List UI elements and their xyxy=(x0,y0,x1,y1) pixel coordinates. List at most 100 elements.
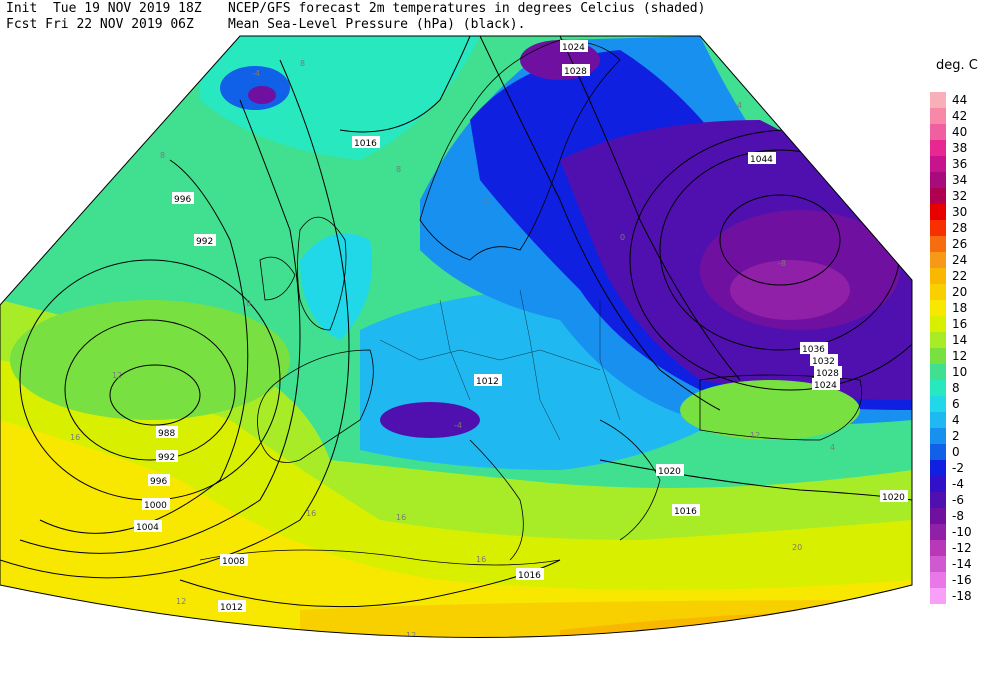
legend-row: -18 xyxy=(930,588,996,604)
legend-label: 32 xyxy=(952,189,968,203)
legend-swatch xyxy=(930,396,946,412)
legend-swatch xyxy=(930,188,946,204)
legend-row: 12 xyxy=(930,348,996,364)
legend-swatch xyxy=(930,476,946,492)
temp-label: 16 xyxy=(396,513,406,522)
legend-label: -2 xyxy=(952,461,964,475)
legend-label: 2 xyxy=(952,429,960,443)
legend-swatch xyxy=(930,412,946,428)
svg-text:1024: 1024 xyxy=(562,43,585,53)
isobars xyxy=(0,36,912,608)
temp-label: 8 xyxy=(160,151,165,160)
legend-row: 40 xyxy=(930,124,996,140)
isobar-labels: 1024 1028 1016 1044 996 992 1036 1032 10… xyxy=(134,40,908,613)
legend-swatch xyxy=(930,300,946,316)
temp-label: 20 xyxy=(792,543,802,552)
isobar-label: 1024 xyxy=(560,40,588,53)
svg-text:1020: 1020 xyxy=(658,467,681,477)
isobar-label: 1016 xyxy=(352,136,380,149)
legend-label: 24 xyxy=(952,253,968,267)
isobar-label: 988 xyxy=(156,426,178,439)
temp-label: -4 xyxy=(734,101,742,110)
legend-label: 26 xyxy=(952,237,968,251)
legend-row: 8 xyxy=(930,380,996,396)
legend-label: -14 xyxy=(952,557,972,571)
temp-label: 4 xyxy=(484,197,489,206)
legend-swatch xyxy=(930,220,946,236)
legend-row: 10 xyxy=(930,364,996,380)
isobar-label: 1016 xyxy=(516,568,544,581)
temp-label: 16 xyxy=(476,555,486,564)
color-legend: 44 42 40 38 36 34 32 30 28 26 24 22 20 18 16 14 12 10 8 6 4 2… xyxy=(930,92,996,604)
forecast-time: Fcst Fri 22 NOV 2019 06Z xyxy=(6,17,194,32)
legend-row: 28 xyxy=(930,220,996,236)
legend-swatch xyxy=(930,588,946,604)
svg-text:1000: 1000 xyxy=(144,501,167,511)
legend-label: -18 xyxy=(952,589,972,603)
legend-label: -10 xyxy=(952,525,972,539)
svg-text:992: 992 xyxy=(196,237,213,247)
temp-8-zone xyxy=(200,36,480,160)
svg-text:992: 992 xyxy=(158,453,175,463)
svg-text:1016: 1016 xyxy=(518,571,541,581)
svg-text:1012: 1012 xyxy=(476,377,499,387)
temp-label: 16 xyxy=(306,509,316,518)
legend-swatch xyxy=(930,108,946,124)
isobar-label: 1020 xyxy=(656,464,684,477)
legend-label: 12 xyxy=(952,349,968,363)
legend-row: -10 xyxy=(930,524,996,540)
temp-label: -8 xyxy=(778,259,786,268)
title-line-1: NCEP/GFS forecast 2m temperatures in deg… xyxy=(228,1,706,16)
isobar-label: 1028 xyxy=(814,366,842,379)
legend-swatch xyxy=(930,252,946,268)
legend-row: -6 xyxy=(930,492,996,508)
legend-label: 38 xyxy=(952,141,968,155)
legend-row: 34 xyxy=(930,172,996,188)
legend-swatch xyxy=(930,556,946,572)
forecast-times: Init Tue 19 NOV 2019 18Z Fcst Fri 22 NOV… xyxy=(6,1,202,33)
legend-swatch xyxy=(930,204,946,220)
legend-label: 14 xyxy=(952,333,968,347)
legend-row: 6 xyxy=(930,396,996,412)
temp-label: 12 xyxy=(176,597,186,606)
black-sea xyxy=(680,380,860,440)
svg-text:988: 988 xyxy=(158,429,175,439)
legend-label: 40 xyxy=(952,125,968,139)
svg-text:1008: 1008 xyxy=(222,557,245,567)
temp-12-zone xyxy=(10,300,290,420)
svg-text:1032: 1032 xyxy=(812,357,835,367)
legend-label: 30 xyxy=(952,205,968,219)
isobar-label: 1012 xyxy=(218,600,246,613)
temp-label: -4 xyxy=(252,69,260,78)
svg-text:996: 996 xyxy=(150,477,167,487)
legend-swatch xyxy=(930,236,946,252)
legend-label: -8 xyxy=(952,509,964,523)
svg-text:1036: 1036 xyxy=(802,345,825,355)
legend-label: 34 xyxy=(952,173,968,187)
legend-row: 44 xyxy=(930,92,996,108)
legend-row: 36 xyxy=(930,156,996,172)
isobar-label: 996 xyxy=(172,192,194,205)
legend-label: -6 xyxy=(952,493,964,507)
isobar-label: 992 xyxy=(156,450,178,463)
legend-label: 36 xyxy=(952,157,968,171)
legend-label: 10 xyxy=(952,365,968,379)
legend-label: 4 xyxy=(952,413,960,427)
legend-swatch xyxy=(930,124,946,140)
isobar-label: 992 xyxy=(194,234,216,247)
isobar-label: 1008 xyxy=(220,554,248,567)
svg-text:1016: 1016 xyxy=(674,507,697,517)
svg-text:1016: 1016 xyxy=(354,139,377,149)
svg-text:1044: 1044 xyxy=(750,155,773,165)
legend-row: -8 xyxy=(930,508,996,524)
isobar-label: 1000 xyxy=(142,498,170,511)
legend-swatch xyxy=(930,156,946,172)
legend-swatch xyxy=(930,508,946,524)
temp-label: 12 xyxy=(406,631,416,640)
legend-label: 42 xyxy=(952,109,968,123)
legend-label: 8 xyxy=(952,381,960,395)
legend-row: -16 xyxy=(930,572,996,588)
legend-label: -16 xyxy=(952,573,972,587)
svg-text:996: 996 xyxy=(174,195,191,205)
